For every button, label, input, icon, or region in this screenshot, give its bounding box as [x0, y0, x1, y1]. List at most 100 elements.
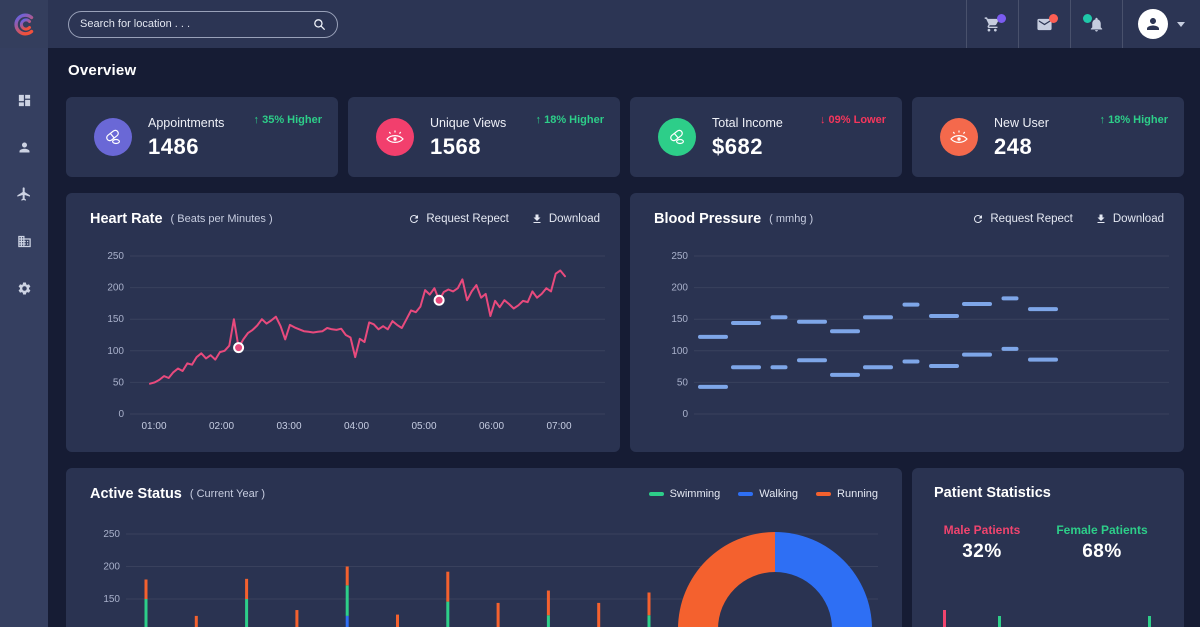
svg-text:01:00: 01:00 [141, 421, 166, 432]
svg-text:03:00: 03:00 [276, 421, 301, 432]
download-icon [1097, 214, 1105, 223]
avatar [1138, 9, 1168, 39]
stat-delta: ↑ 35% Higher [253, 114, 322, 126]
download-button[interactable]: Download [531, 213, 600, 225]
active-status-card: Active Status ( Current Year ) Swimming … [66, 468, 902, 627]
patient-mini-bar [998, 616, 1001, 627]
eye-icon [940, 118, 978, 156]
male-patients-label: Male Patients [943, 523, 1021, 537]
main-content: Overview Appointments 1486 ↑ 35% Higher [48, 48, 1200, 627]
search-input[interactable] [80, 18, 313, 30]
active-status-title: Active Status [90, 486, 182, 502]
stat-label: Total Income [712, 116, 783, 130]
stat-value: 1568 [430, 134, 481, 159]
stat-value: 1486 [148, 134, 199, 159]
blood-pressure-card: Blood Pressure ( mmhg ) Request Repect D… [630, 193, 1184, 452]
mail-icon [1037, 18, 1052, 30]
stat-value: 248 [994, 134, 1033, 159]
heart-rate-card: Heart Rate ( Beats per Minutes ) Request… [66, 193, 620, 452]
top-navbar [0, 0, 1200, 48]
female-patients-label: Female Patients [1056, 523, 1148, 537]
stat-label: Unique Views [430, 116, 507, 130]
refresh-icon [974, 215, 983, 223]
heart-rate-title: Heart Rate [90, 211, 163, 227]
cart-button[interactable] [966, 0, 1018, 48]
female-patients-value: 68% [1082, 541, 1122, 562]
cart-icon [984, 16, 999, 32]
svg-text:0: 0 [682, 409, 688, 420]
stat-delta: ↑ 18% Higher [535, 114, 604, 126]
chevron-down-icon [1177, 21, 1185, 27]
svg-text:100: 100 [671, 346, 688, 357]
refresh-icon [410, 215, 419, 223]
svg-text:02:00: 02:00 [209, 421, 234, 432]
svg-text:250: 250 [107, 251, 124, 262]
sidebar-item-flights[interactable] [0, 186, 48, 202]
patient-statistics-title: Patient Statistics [934, 485, 1051, 501]
request-repect-button[interactable]: Request Repect [972, 213, 1073, 225]
svg-text:200: 200 [107, 283, 124, 294]
sidebar-item-dashboard[interactable] [0, 92, 48, 108]
messages-button[interactable] [1018, 0, 1070, 48]
svg-text:0: 0 [118, 409, 124, 420]
svg-text:04:00: 04:00 [344, 421, 369, 432]
search-icon[interactable] [313, 18, 326, 31]
pills-icon [94, 118, 132, 156]
bottom-row: Active Status ( Current Year ) Swimming … [66, 468, 1184, 627]
legend-swimming[interactable]: Swimming [648, 488, 720, 500]
male-patients-value: 32% [962, 541, 1002, 562]
svg-text:06:00: 06:00 [479, 421, 504, 432]
request-repect-button[interactable]: Request Repect [408, 213, 509, 225]
stat-value: $682 [712, 134, 763, 159]
svg-text:50: 50 [677, 377, 689, 388]
user-menu[interactable] [1122, 0, 1200, 48]
navbar-actions [966, 0, 1200, 48]
legend-running[interactable]: Running [816, 488, 878, 500]
app-logo[interactable] [0, 0, 48, 48]
stat-delta: ↓ 09% Lower [819, 114, 886, 126]
stat-card-new-user: New User 248 ↑ 18% Higher [912, 97, 1184, 177]
messages-badge [1049, 14, 1058, 23]
heart-rate-subtitle: ( Beats per Minutes ) [170, 213, 273, 225]
pills-icon [658, 118, 696, 156]
svg-text:07:00: 07:00 [546, 421, 571, 432]
svg-text:150: 150 [107, 314, 124, 325]
chart-legend: Swimming Walking Running [648, 488, 890, 500]
page-title: Overview [68, 62, 137, 79]
svg-text:200: 200 [103, 562, 120, 573]
notifications-button[interactable] [1070, 0, 1122, 48]
download-button[interactable]: Download [1095, 213, 1164, 225]
dashboard-icon [18, 94, 30, 106]
eye-icon [376, 118, 414, 156]
sidebar-item-settings[interactable] [0, 280, 48, 296]
swimming-swatch [648, 492, 664, 496]
download-icon [533, 214, 541, 223]
bell-icon [1090, 17, 1103, 32]
sidebar [0, 48, 48, 627]
arrow-down-icon: ↓ [819, 114, 826, 126]
building-icon [17, 235, 31, 247]
legend-walking[interactable]: Walking [738, 488, 798, 500]
sidebar-item-hospital[interactable] [0, 233, 48, 249]
sidebar-item-patients[interactable] [0, 139, 48, 155]
svg-text:200: 200 [671, 283, 688, 294]
arrow-up-icon: ↑ [1099, 114, 1106, 126]
stat-delta: ↑ 18% Higher [1099, 114, 1168, 126]
stat-card-appointments: Appointments 1486 ↑ 35% Higher [66, 97, 338, 177]
stat-label: Appointments [148, 116, 225, 130]
patient-statistics-card: Patient Statistics Male Patients 32% Fem… [912, 468, 1184, 627]
arrow-up-icon: ↑ [253, 114, 260, 126]
blood-pressure-chart: 250 200 150 100 50 0 [671, 251, 1169, 420]
donut-hole [718, 572, 832, 627]
heart-rate-chart: 250 200 150 100 50 0 01:00 02:00 03:00 04:00 05:00… [107, 251, 605, 432]
svg-text:50: 50 [113, 377, 125, 388]
blood-pressure-title: Blood Pressure [654, 211, 762, 227]
location-search [68, 10, 338, 38]
person-icon [19, 142, 29, 152]
patient-mini-bar [1148, 616, 1151, 627]
walking-swatch [738, 492, 754, 496]
running-swatch [816, 492, 832, 496]
notifications-badge [1083, 14, 1092, 23]
logo-icon [13, 13, 33, 35]
cart-badge [997, 14, 1006, 23]
